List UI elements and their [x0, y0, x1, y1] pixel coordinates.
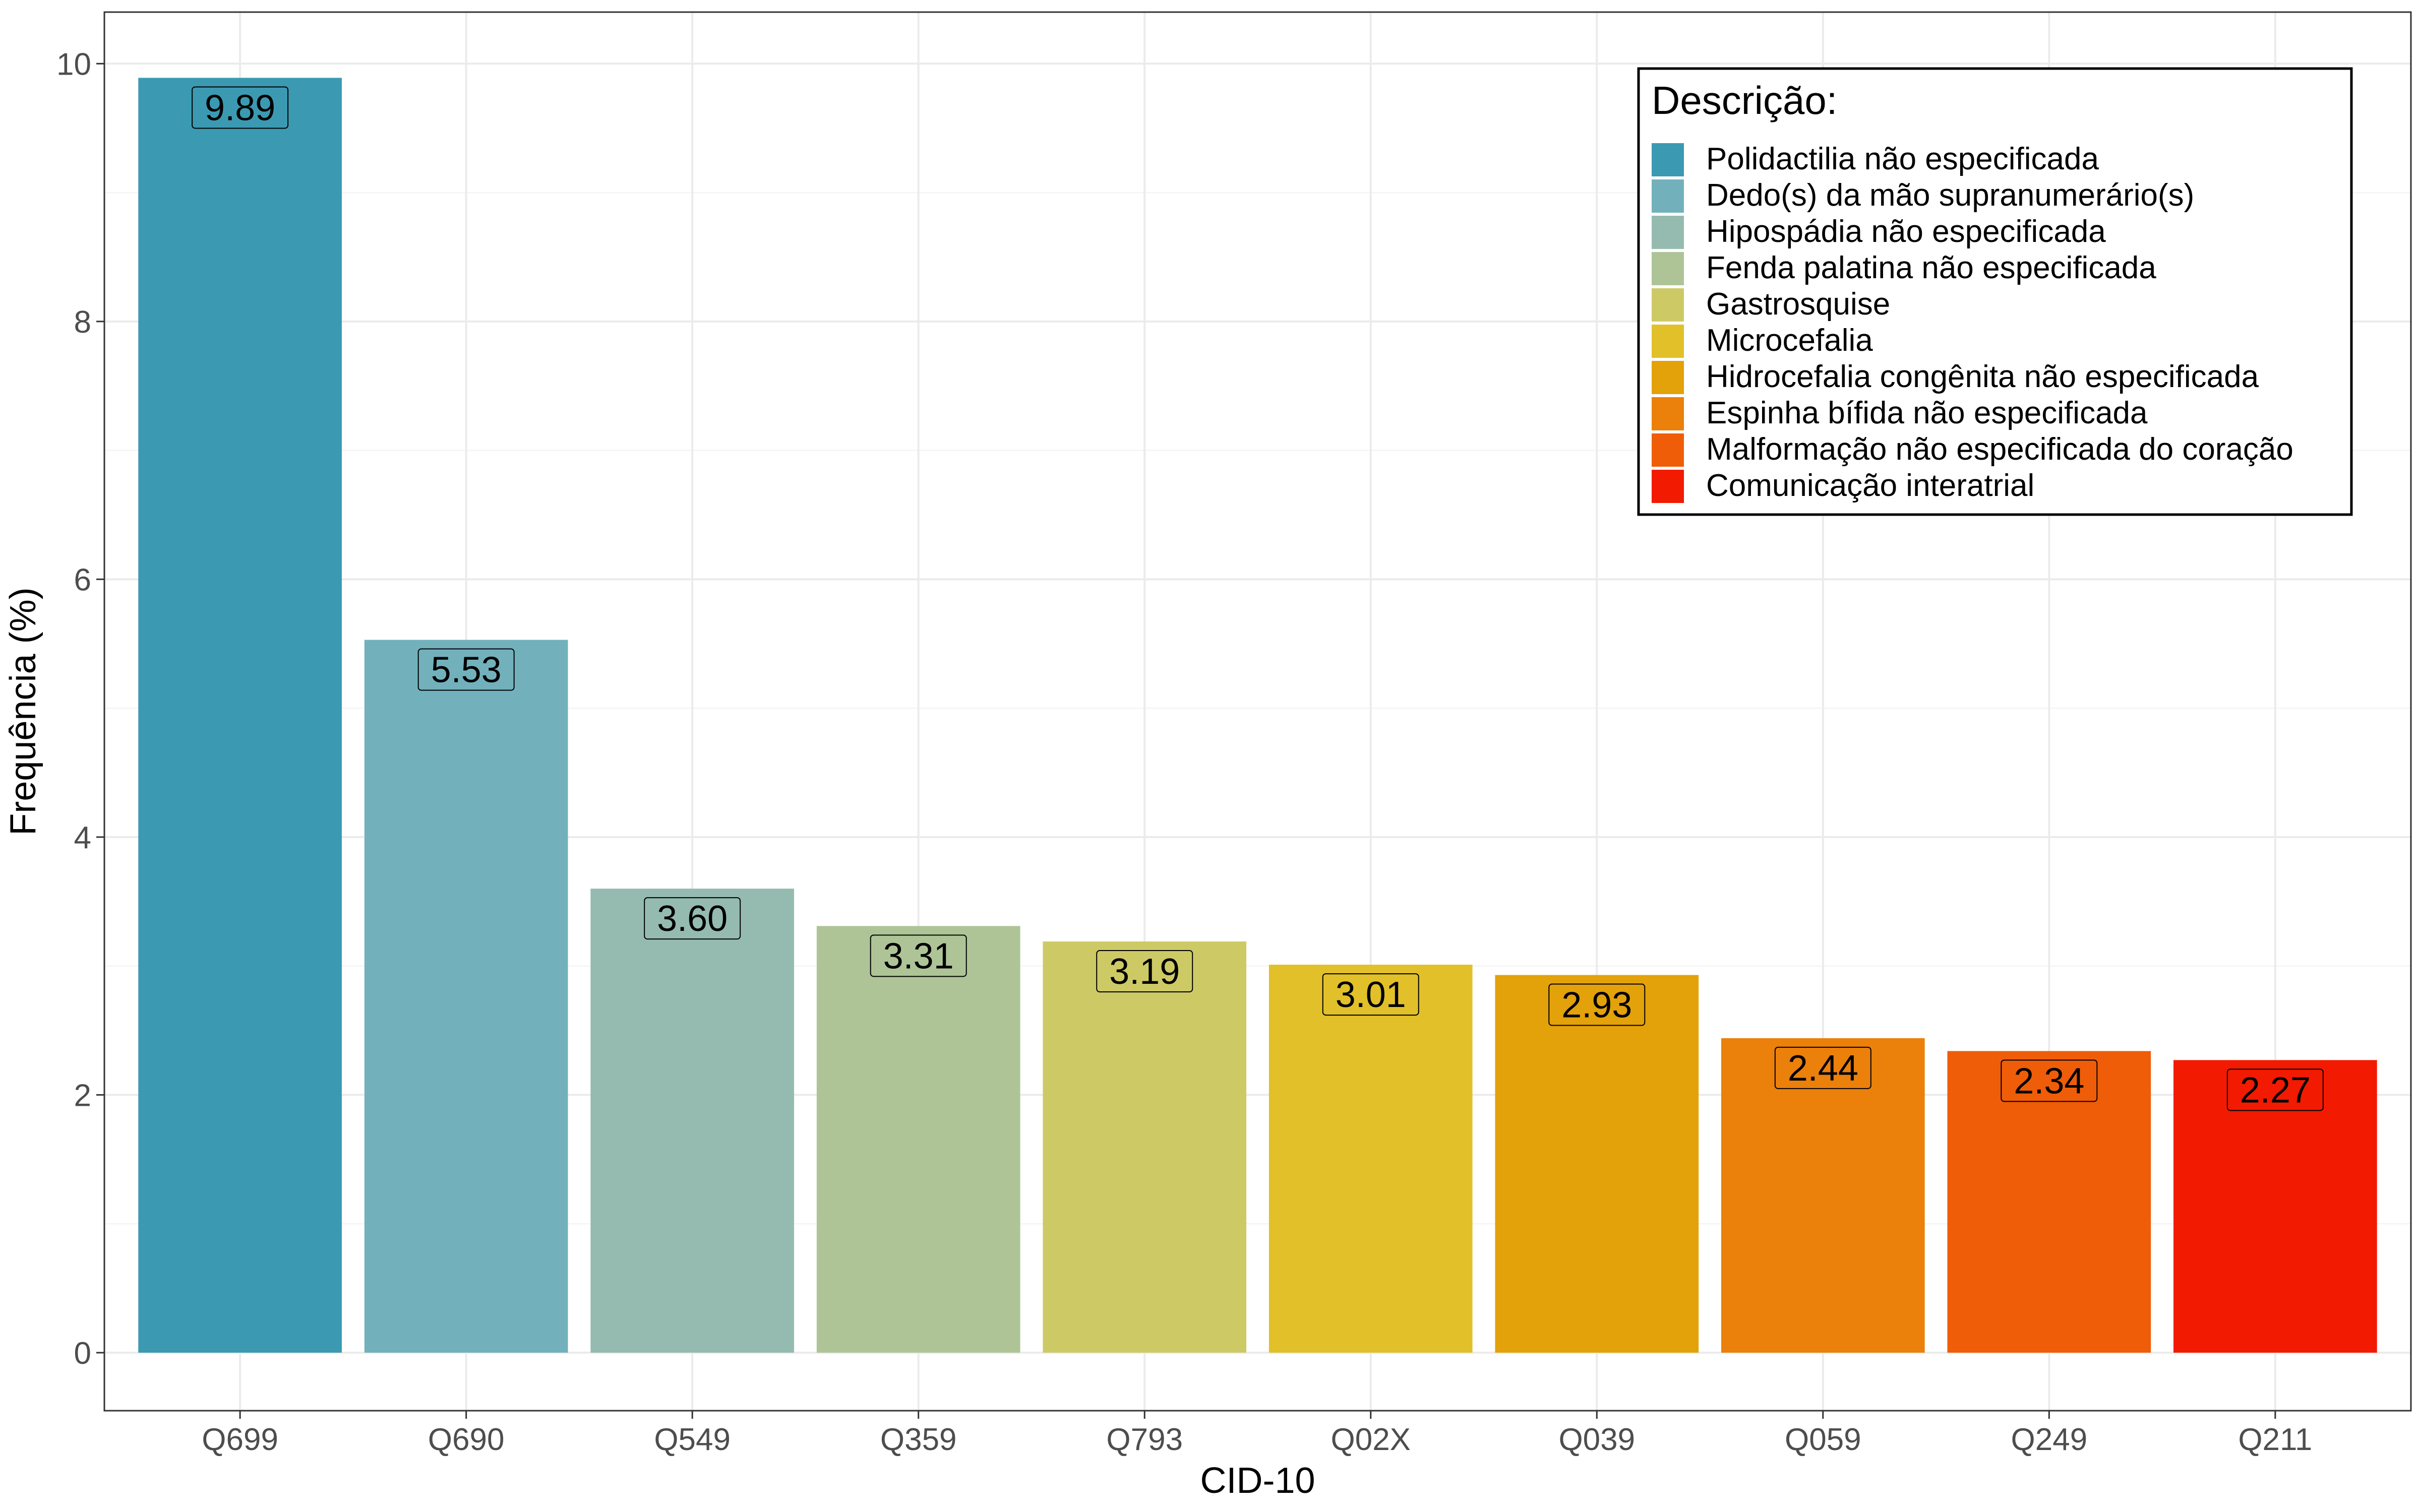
legend-box [1637, 67, 2353, 516]
legend-title: Descrição: [1652, 78, 1837, 122]
legend-key [1652, 325, 1684, 358]
data-label-box [2226, 1068, 2324, 1111]
legend-key [1652, 288, 1684, 322]
data-label-box [644, 897, 741, 940]
data-label-box [417, 648, 515, 691]
y-tick-label: 6 [74, 562, 91, 597]
legend-key [1652, 179, 1684, 213]
x-tick-label: Q549 [654, 1422, 731, 1457]
legend-label: Fenda palatina não especificada [1706, 250, 2156, 285]
legend-label: Dedo(s) da mão supranumerário(s) [1706, 178, 2194, 213]
data-label-box [870, 934, 967, 977]
legend-key [1652, 470, 1684, 503]
x-tick-label: Q059 [1785, 1422, 1861, 1457]
legend-label: Hidrocefalia congênita não especificada [1706, 359, 2259, 394]
bar-q059 [1721, 1038, 1925, 1353]
x-tick-label: Q359 [880, 1422, 957, 1457]
legend-key [1652, 252, 1684, 285]
data-label: 3.01 [1336, 975, 1406, 1015]
legend-label: Polidactilia não especificada [1706, 142, 2099, 176]
legend-label: Microcefalia [1706, 323, 1873, 358]
data-label-box [1322, 973, 1419, 1016]
y-axis-title: Frequência (%) [3, 587, 43, 835]
x-tick-label: Q039 [1558, 1422, 1635, 1457]
y-tick-label: 10 [56, 47, 91, 82]
data-label: 5.53 [431, 650, 502, 690]
bars [138, 78, 2377, 1353]
data-label: 2.27 [2240, 1070, 2311, 1110]
legend-key [1652, 143, 1684, 176]
data-label: 3.60 [657, 899, 728, 939]
bar-q699 [138, 78, 342, 1353]
data-label: 3.19 [1109, 952, 1180, 992]
y-tick-label: 2 [74, 1078, 91, 1113]
x-tick-label: Q02X [1330, 1422, 1411, 1457]
x-tick-label: Q249 [2011, 1422, 2088, 1457]
data-label: 2.44 [1788, 1048, 1858, 1089]
bar-q359 [816, 926, 1020, 1353]
data-label-box [192, 86, 289, 129]
data-labels: 9.89 5.53 3.60 3.31 3.19 3.01 2.93 2.44 2.34 2.27 [192, 86, 2324, 1111]
bar-q793 [1043, 941, 1247, 1353]
bar-q211 [2173, 1060, 2377, 1353]
legend-label: Comunicação interatrial [1706, 468, 2034, 503]
x-tick-label: Q211 [2238, 1422, 2312, 1457]
legend-label: Espinha bífida não especificada [1706, 396, 2148, 430]
bar-q02x [1268, 965, 1473, 1353]
bar-q549 [590, 889, 795, 1353]
legend-key [1652, 397, 1684, 430]
bar-q690 [364, 640, 568, 1353]
bar-q039 [1495, 975, 1699, 1353]
legend-label: Hipospádia não especificada [1706, 214, 2106, 249]
x-tick-label: Q793 [1106, 1422, 1183, 1457]
legend-key [1652, 216, 1684, 249]
data-label: 3.31 [883, 936, 954, 976]
x-tick-label: Q699 [202, 1422, 278, 1457]
data-label-box [1548, 983, 1646, 1026]
y-tick-label: 0 [74, 1336, 91, 1371]
legend-key [1652, 361, 1684, 394]
axes: 0 2 4 6 8 10 Q699 Q690 Q549 Q359 Q793 Q02X Q039 Q059 Q… [56, 47, 2312, 1457]
data-label: 2.93 [1561, 985, 1632, 1026]
data-label-box [1096, 950, 1193, 993]
y-tick-label: 8 [74, 305, 91, 340]
y-tick-label: 4 [74, 821, 91, 855]
data-label: 2.34 [2014, 1061, 2084, 1101]
legend-label: Gastrosquise [1706, 287, 1890, 322]
legend-key [1652, 433, 1684, 467]
legend-label: Malformação não especificada do coração [1706, 432, 2293, 467]
plot-panel-border [103, 11, 2412, 1412]
legend: Descrição: Polidactilia não especificada… [1637, 67, 2353, 516]
x-axis-title: CID-10 [1200, 1461, 1315, 1501]
data-label: 9.89 [205, 88, 275, 128]
data-label-box [2001, 1059, 2098, 1102]
x-tick-label: Q690 [428, 1422, 505, 1457]
data-label-box [1774, 1046, 1871, 1089]
